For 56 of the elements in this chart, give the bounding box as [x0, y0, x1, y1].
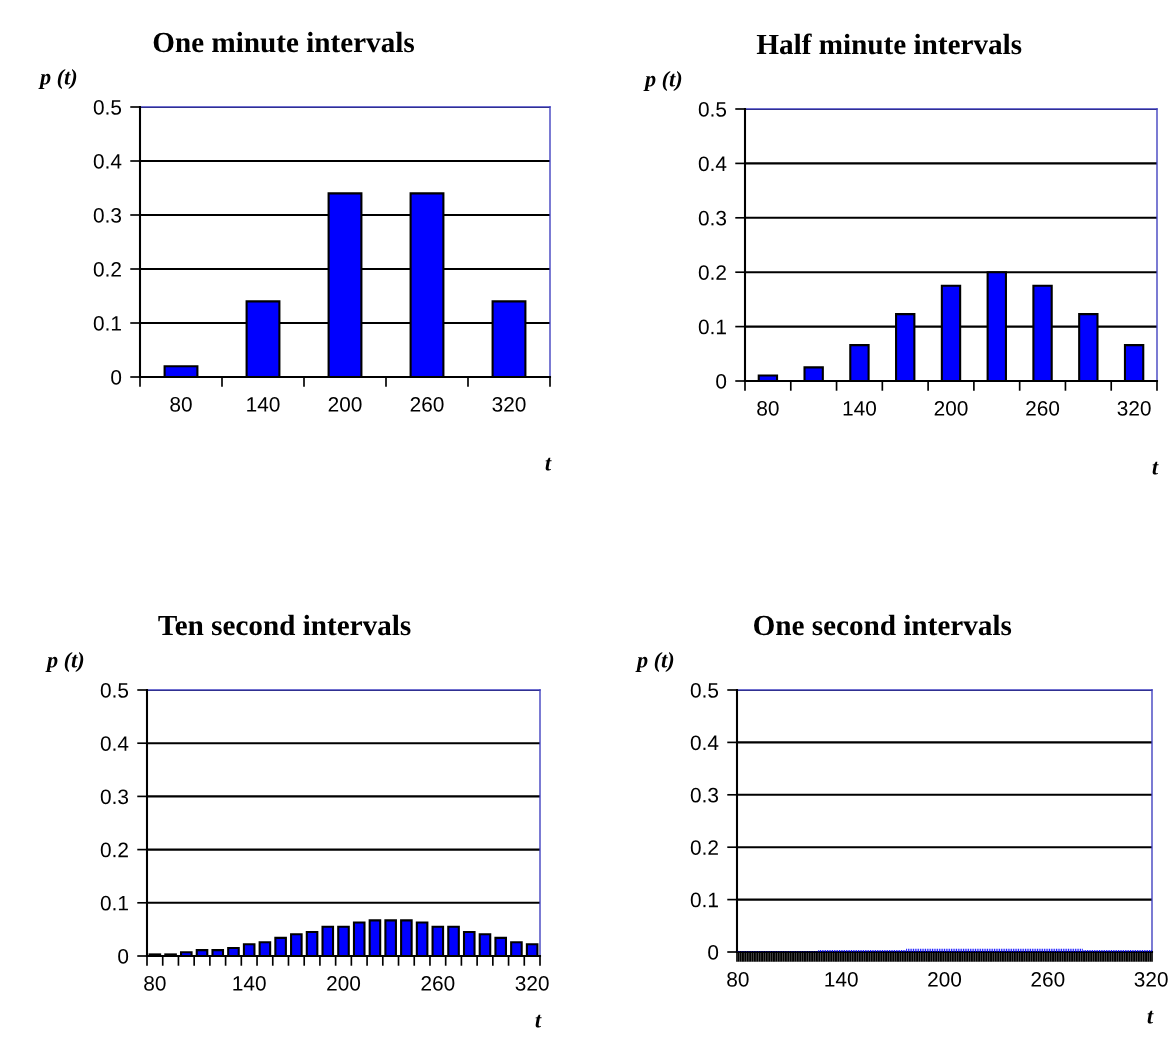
x-tick-label: 320: [1134, 971, 1168, 987]
x-tick-label: 80: [727, 971, 749, 987]
y-tick-label: 0: [118, 949, 129, 964]
y-tick-label: 0.1: [100, 895, 128, 911]
y-tick-label: 0.2: [690, 840, 718, 855]
y-tick-label: 0: [111, 370, 122, 385]
y-tick-label: 0.4: [690, 735, 719, 751]
y-tick-label: 0.3: [690, 787, 719, 803]
y-tick-label: 0.5: [698, 102, 727, 117]
y-tick-label: 0.5: [93, 100, 122, 115]
x-tick-label: 140: [247, 396, 280, 412]
y-tick-label: 0.5: [100, 683, 129, 698]
y-tick-label: 0.1: [698, 319, 726, 335]
x-tick-label: 260: [410, 396, 444, 412]
y-tick-label: 0.2: [100, 842, 128, 858]
x-tick-label: 320: [492, 396, 526, 412]
x-tick-label: 140: [233, 975, 266, 991]
y-tick-label: 0.4: [698, 156, 727, 172]
x-tick-label: 260: [1026, 400, 1060, 416]
x-tick-label: 80: [170, 396, 192, 412]
x-tick-label: 200: [328, 396, 362, 412]
y-axis-title: p (t): [643, 70, 682, 92]
x-tick-label: 260: [1031, 971, 1065, 987]
y-axis-title: p (t): [38, 68, 77, 90]
x-tick-label: 140: [843, 400, 877, 416]
y-tick-label: 0.2: [93, 262, 121, 277]
x-tick-label: 320: [1117, 400, 1151, 416]
x-tick-label: 140: [825, 971, 858, 987]
x-tick-label: 80: [757, 400, 779, 416]
y-tick-label: 0.2: [698, 265, 726, 280]
y-tick-label: 0.1: [93, 316, 121, 331]
x-tick-label: 200: [928, 971, 962, 987]
y-tick-label: 0: [708, 945, 719, 960]
chart-title: One second intervals: [754, 614, 1012, 636]
y-tick-label: 0.4: [93, 154, 122, 169]
y-tick-label: 0: [716, 374, 727, 389]
y-axis-title: p (t): [635, 651, 674, 673]
y-tick-label: 0.3: [93, 208, 122, 223]
y-tick-label: 0.3: [100, 789, 129, 805]
x-tick-label: 200: [934, 400, 968, 416]
y-axis-title: p (t): [45, 651, 84, 673]
y-tick-label: 0.5: [690, 683, 719, 698]
x-tick-label: 260: [421, 975, 455, 991]
x-axis-title: t: [535, 1014, 542, 1028]
x-tick-label: 80: [144, 975, 166, 991]
y-tick-label: 0.4: [100, 736, 129, 751]
chart-title: Ten second intervals: [158, 614, 411, 636]
chart-title: Half minute intervals: [756, 33, 1022, 55]
x-axis-title: t: [1147, 1010, 1154, 1024]
x-axis-title: t: [545, 457, 552, 471]
x-axis-title: t: [1152, 461, 1159, 475]
chart-title: One minute intervals: [153, 31, 415, 53]
x-tick-label: 320: [515, 975, 549, 991]
y-tick-label: 0.1: [690, 892, 718, 908]
x-tick-label: 200: [327, 975, 361, 991]
y-tick-label: 0.3: [698, 210, 727, 226]
